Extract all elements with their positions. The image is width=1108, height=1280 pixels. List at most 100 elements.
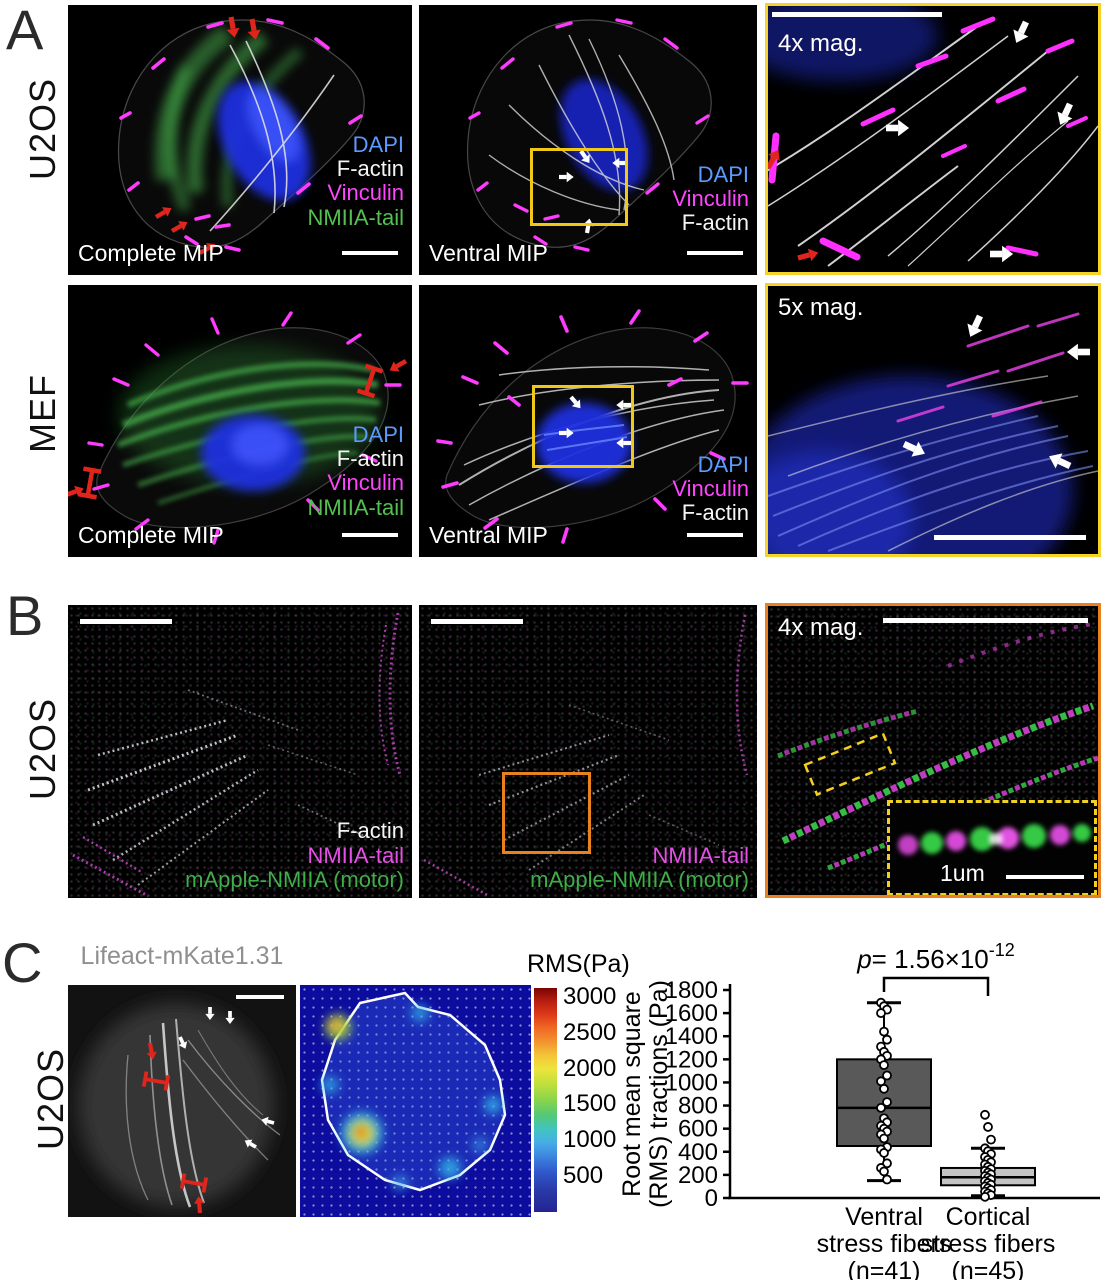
scale-bar — [431, 619, 523, 624]
panel-a-mef-ventral-mip: DAPI Vinculin F-actin Ventral MIP — [419, 285, 757, 557]
scale-bar — [236, 995, 284, 999]
vinculin-streaks — [896, 312, 1080, 423]
channel-legend: DAPI Vinculin F-actin — [672, 452, 749, 526]
vinculin-puncta — [468, 18, 710, 252]
category-label: (n=45) — [952, 1257, 1025, 1280]
row-label-u2os-c: U2OS — [30, 1048, 71, 1151]
actin-filaments — [209, 40, 335, 232]
scale-bar — [883, 618, 1088, 623]
sarcomere-inset: 1um — [887, 800, 1097, 895]
legend-dapi: DAPI — [697, 162, 749, 187]
legend-nmiia-tail: NMIIA-tail — [307, 842, 404, 868]
y-tick-label: 1400 — [665, 1023, 718, 1050]
y-tick-label: 400 — [678, 1139, 718, 1166]
colorbar-tick: 1000 — [563, 1126, 617, 1154]
nmiia-green-network — [154, 24, 304, 213]
colorbar — [534, 988, 557, 1212]
traction-map — [300, 985, 531, 1217]
legend-factin: F-actin — [336, 818, 404, 844]
row-label-mef: MEF — [22, 374, 63, 453]
nmiia-tail-streaks — [423, 614, 749, 898]
scale-bar — [342, 533, 398, 537]
colorbar-tick: 3000 — [563, 983, 617, 1010]
panel-b-middle: NMIIA-tail mApple-NMIIA (motor) — [419, 605, 757, 898]
scale-bar — [342, 251, 398, 255]
y-axis-label: (RMS) tractions (Pa) — [645, 980, 673, 1208]
nucleus — [201, 415, 305, 491]
caption-ventral-mip: Ventral MIP — [429, 240, 548, 266]
category-label: stress fibers — [921, 1230, 1056, 1258]
data-point — [876, 1008, 886, 1019]
legend-factin: F-actin — [336, 156, 404, 182]
data-point — [983, 1122, 993, 1132]
legend-vinculin: Vinculin — [672, 476, 749, 502]
panel-a-mef-complete-mip: DAPI F-actin Vinculin NMIIA-tail Complet… — [68, 285, 412, 557]
data-point — [882, 1034, 892, 1045]
p-value-label: p= 1.56×10-12 — [856, 940, 1015, 974]
lifeact-title: Lifeact-mKate1.31 — [80, 942, 284, 970]
channel-legend: NMIIA-tail mApple-NMIIA (motor) — [530, 843, 749, 892]
data-point — [879, 1148, 889, 1158]
traction-hotspots — [321, 1004, 502, 1191]
data-point — [876, 1102, 886, 1113]
traction-map-art — [320, 991, 507, 1192]
vinculin-puncta — [119, 18, 363, 252]
data-point — [879, 1166, 889, 1177]
sim-micrograph-middle — [423, 614, 749, 898]
legend-vinculin: Vinculin — [327, 180, 404, 206]
caption-4x-mag-b: 4x mag. — [778, 614, 864, 641]
panel-a-mef-5x-mag: 5x mag. — [765, 283, 1101, 557]
myosin-stacks — [87, 689, 374, 886]
category-label: Ventral — [845, 1203, 923, 1231]
data-point — [879, 1060, 889, 1071]
legend-dapi: DAPI — [352, 422, 404, 447]
colorbar-title: RMS(Pa) — [527, 950, 630, 978]
nmiia-tail-streaks — [72, 612, 402, 898]
channel-legend: DAPI F-actin Vinculin NMIIA-tail — [307, 422, 404, 520]
vinculin-puncta — [87, 311, 402, 545]
inset-scale-label: 1um — [940, 860, 985, 886]
row-label-u2os-b: U2OS — [22, 698, 63, 801]
panel-b-letter: B — [6, 584, 44, 647]
roi-box-yellow — [532, 385, 634, 468]
panel-a-u2os-complete-mip: DAPI F-actin Vinculin NMIIA-tail Complet… — [68, 5, 412, 275]
mef-complete-mip-micrograph — [68, 311, 409, 545]
panel-b-4x-mag: 4x mag. 1um — [765, 603, 1101, 898]
y-tick-label: 200 — [678, 1162, 718, 1189]
panel-b-left: F-actin NMIIA-tail mApple-NMIIA (motor) — [68, 605, 412, 898]
y-tick-label: 800 — [678, 1093, 718, 1120]
data-point — [882, 1070, 892, 1081]
data-point — [879, 1083, 889, 1094]
data-point — [882, 1097, 892, 1107]
sarcomere-inset-art — [898, 824, 1091, 855]
panel-c-letter: C — [2, 931, 43, 994]
nucleus — [536, 403, 632, 483]
category-label: (n=41) — [848, 1257, 921, 1280]
scale-bar — [80, 619, 172, 624]
scale-bar — [772, 12, 942, 17]
legend-dapi: DAPI — [697, 452, 749, 477]
vinculin-puncta — [436, 309, 749, 544]
lifeact-micrograph — [78, 1003, 281, 1214]
caption-ventral-mip: Ventral MIP — [429, 522, 548, 548]
y-tick-label: 1600 — [665, 1000, 718, 1027]
legend-nmiia-tail: NMIIA-tail — [307, 204, 404, 230]
stress-fibers — [125, 1018, 281, 1208]
mef-5x-mag-micrograph — [768, 312, 1098, 554]
category-label: Cortical — [946, 1203, 1031, 1231]
colorbar-tick: 2000 — [563, 1054, 617, 1082]
legend-factin: F-actin — [681, 210, 749, 236]
cell-body — [78, 1003, 274, 1207]
u2os-ventral-mip-micrograph — [467, 18, 712, 252]
roi-box-orange — [502, 772, 591, 854]
row-label-u2os-a: U2OS — [22, 78, 63, 181]
u2os-4x-mag-micrograph — [768, 6, 1098, 267]
legend-mapple-nmiia: mApple-NMIIA (motor) — [185, 866, 404, 892]
blue-fiber-bundle — [768, 415, 1094, 552]
y-tick-label: 0 — [705, 1185, 718, 1212]
channel-legend: F-actin NMIIA-tail mApple-NMIIA (motor) — [185, 819, 404, 892]
caption-4x-mag: 4x mag. — [778, 30, 864, 57]
nuclear-actin — [543, 424, 628, 451]
channel-legend: DAPI Vinculin F-actin — [672, 162, 749, 236]
